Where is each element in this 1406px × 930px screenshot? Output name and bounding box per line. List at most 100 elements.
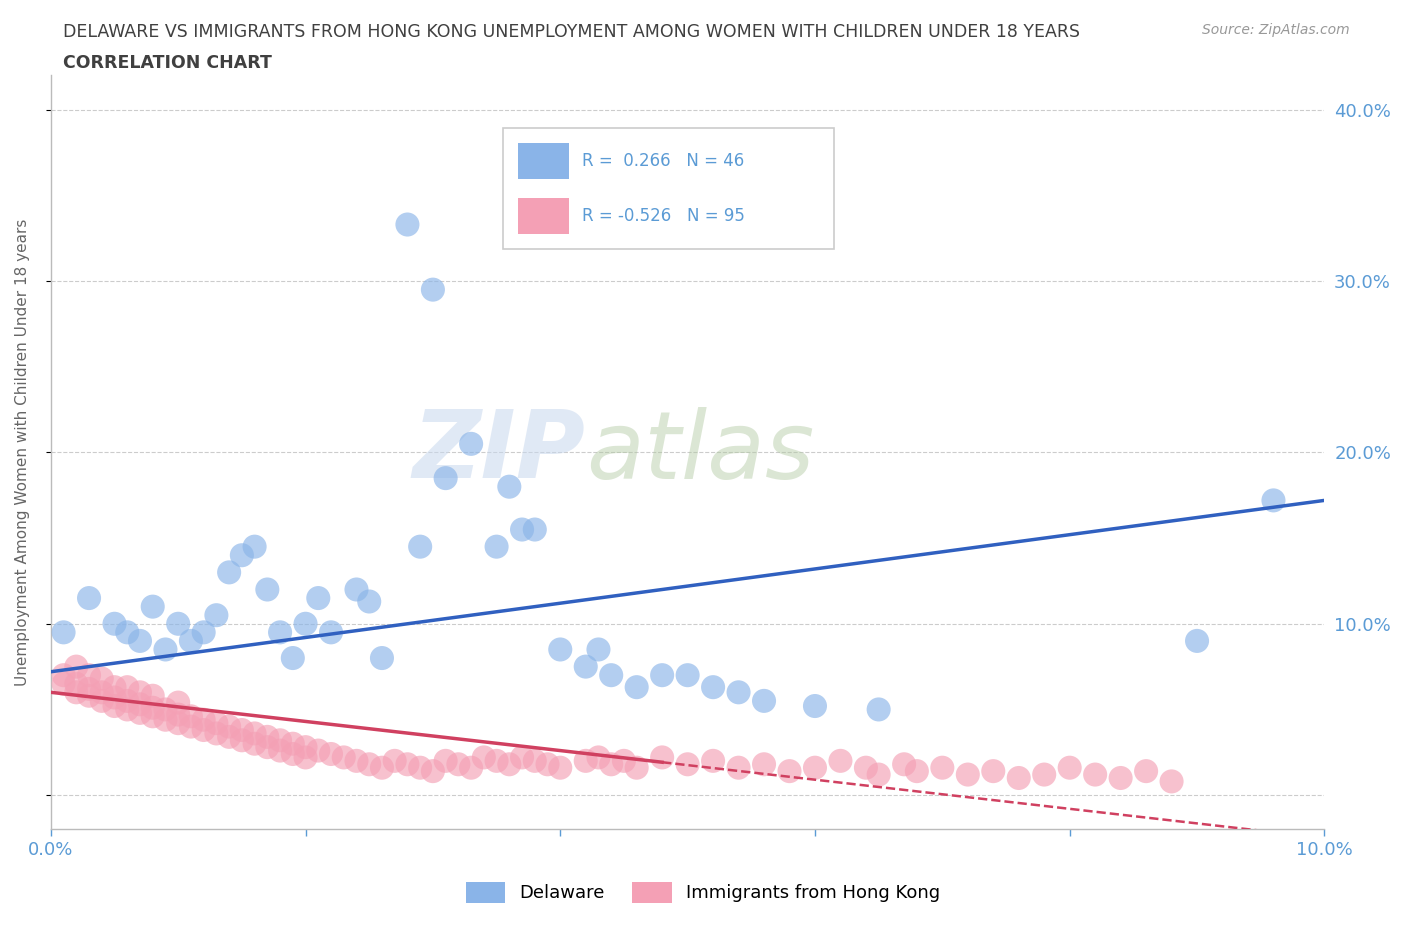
Text: ZIP: ZIP bbox=[413, 406, 586, 498]
Point bbox=[155, 702, 177, 717]
Point bbox=[359, 594, 381, 609]
Point bbox=[65, 684, 87, 699]
Point bbox=[167, 707, 190, 722]
Bar bbox=[519, 198, 569, 234]
Point bbox=[600, 668, 623, 683]
Point bbox=[142, 709, 165, 724]
Point bbox=[155, 642, 177, 657]
Point bbox=[1059, 760, 1081, 775]
Point bbox=[434, 471, 457, 485]
Point bbox=[193, 625, 215, 640]
Point bbox=[752, 757, 775, 772]
Point bbox=[727, 760, 749, 775]
Point bbox=[142, 599, 165, 614]
Point bbox=[155, 712, 177, 727]
Point bbox=[523, 753, 546, 768]
Point bbox=[294, 750, 316, 764]
Point bbox=[384, 753, 406, 768]
Point bbox=[371, 760, 394, 775]
Point bbox=[103, 698, 125, 713]
Point bbox=[256, 582, 278, 597]
Point bbox=[129, 633, 152, 648]
Point bbox=[90, 684, 112, 699]
Text: atlas: atlas bbox=[586, 407, 814, 498]
Point bbox=[205, 726, 228, 741]
Bar bbox=[519, 142, 569, 179]
Point bbox=[1084, 767, 1107, 782]
Point bbox=[422, 764, 444, 778]
Point bbox=[626, 680, 648, 695]
Point bbox=[218, 729, 240, 744]
Point bbox=[281, 737, 304, 751]
Point bbox=[536, 757, 558, 772]
Point bbox=[588, 642, 610, 657]
Point bbox=[117, 625, 139, 640]
Point bbox=[702, 680, 724, 695]
Point bbox=[752, 694, 775, 709]
Point bbox=[294, 739, 316, 754]
Point bbox=[218, 565, 240, 579]
Point bbox=[205, 608, 228, 623]
Point bbox=[129, 706, 152, 721]
Point bbox=[498, 479, 520, 494]
Point bbox=[103, 617, 125, 631]
Point bbox=[1033, 767, 1056, 782]
Point bbox=[1160, 774, 1182, 789]
Point bbox=[269, 733, 291, 748]
Text: R =  0.266   N = 46: R = 0.266 N = 46 bbox=[582, 152, 744, 170]
Point bbox=[231, 723, 253, 737]
Point bbox=[180, 709, 202, 724]
Point bbox=[167, 695, 190, 710]
Point bbox=[575, 659, 598, 674]
Point bbox=[269, 625, 291, 640]
Point bbox=[90, 671, 112, 686]
Point bbox=[167, 716, 190, 731]
Point bbox=[180, 633, 202, 648]
Point bbox=[600, 757, 623, 772]
Point bbox=[307, 743, 329, 758]
Point bbox=[371, 651, 394, 666]
FancyBboxPatch shape bbox=[503, 128, 834, 249]
Point bbox=[359, 757, 381, 772]
Point bbox=[588, 750, 610, 764]
Point bbox=[1263, 493, 1285, 508]
Point bbox=[727, 684, 749, 699]
Point bbox=[294, 617, 316, 631]
Point bbox=[830, 753, 852, 768]
Point bbox=[319, 625, 342, 640]
Point bbox=[269, 743, 291, 758]
Point bbox=[1185, 633, 1208, 648]
Point bbox=[142, 688, 165, 703]
Point bbox=[243, 539, 266, 554]
Point bbox=[218, 719, 240, 734]
Point bbox=[868, 767, 890, 782]
Point bbox=[281, 651, 304, 666]
Point bbox=[460, 760, 482, 775]
Text: R = -0.526   N = 95: R = -0.526 N = 95 bbox=[582, 207, 745, 225]
Point bbox=[855, 760, 877, 775]
Point bbox=[498, 757, 520, 772]
Point bbox=[52, 676, 75, 691]
Point bbox=[243, 737, 266, 751]
Point bbox=[804, 760, 827, 775]
Point bbox=[103, 680, 125, 695]
Point bbox=[981, 764, 1004, 778]
Point bbox=[77, 682, 100, 697]
Point bbox=[893, 757, 915, 772]
Point bbox=[117, 702, 139, 717]
Point bbox=[1135, 764, 1157, 778]
Point bbox=[1109, 771, 1132, 786]
Point bbox=[346, 582, 368, 597]
Point bbox=[346, 753, 368, 768]
Point bbox=[510, 522, 533, 537]
Point bbox=[434, 753, 457, 768]
Point bbox=[319, 747, 342, 762]
Point bbox=[117, 694, 139, 709]
Y-axis label: Unemployment Among Women with Children Under 18 years: Unemployment Among Women with Children U… bbox=[15, 219, 30, 686]
Point bbox=[205, 716, 228, 731]
Point bbox=[117, 680, 139, 695]
Point bbox=[256, 739, 278, 754]
Point bbox=[231, 733, 253, 748]
Point bbox=[1008, 771, 1031, 786]
Point bbox=[409, 760, 432, 775]
